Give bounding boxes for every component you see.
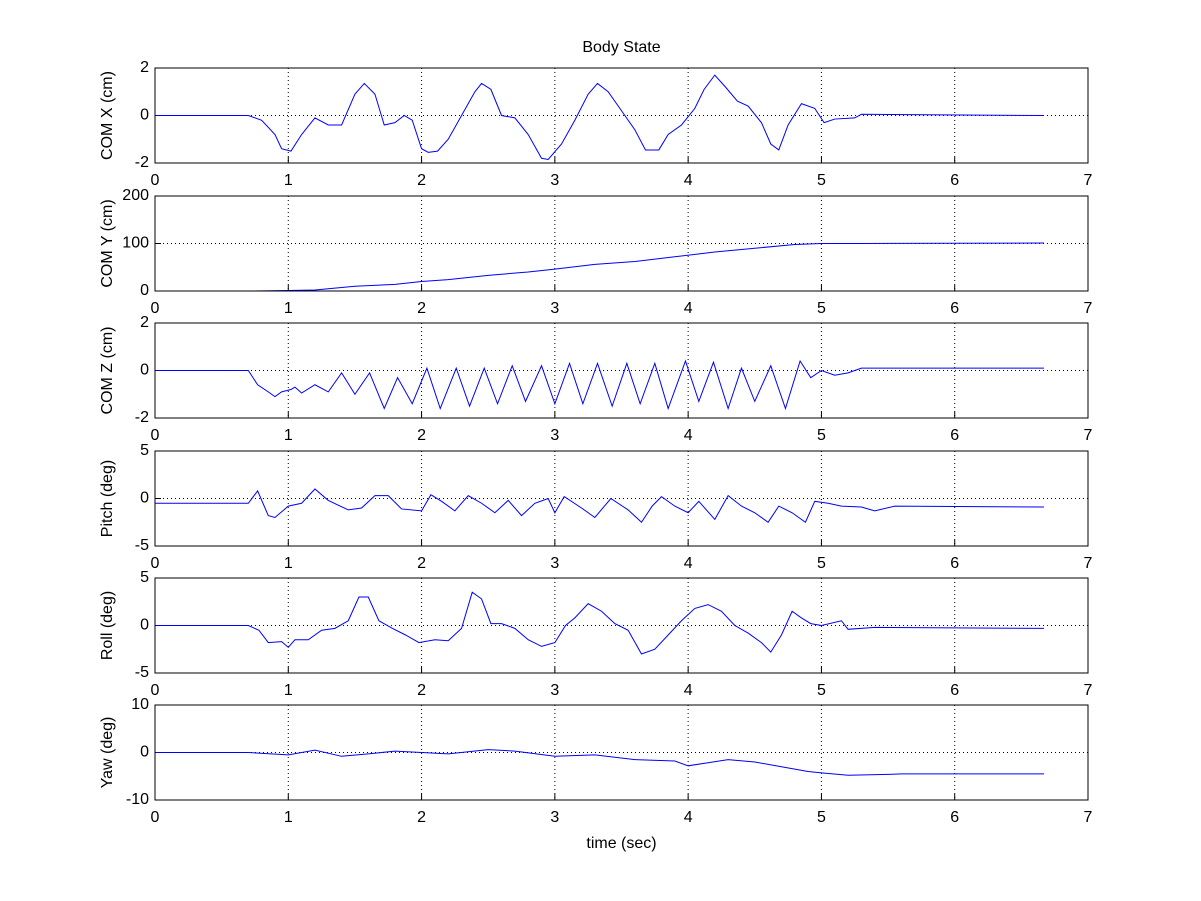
x-tick-label: 6 [950, 809, 959, 826]
x-tick-label: 2 [417, 427, 426, 444]
x-tick-label: 2 [417, 809, 426, 826]
x-tick-label: 3 [550, 682, 559, 699]
y-tick-label: 0 [140, 617, 149, 634]
axes-border [154, 322, 1089, 419]
y-tick-label: 5 [140, 569, 149, 586]
x-tick-label: 4 [684, 427, 693, 444]
x-tick-label: 6 [950, 427, 959, 444]
x-tick-label: 4 [684, 300, 693, 317]
axes-border [154, 195, 1089, 292]
y-axis-label: Pitch (deg) [99, 460, 116, 537]
x-tick-label: 2 [417, 300, 426, 317]
x-tick-label: 1 [284, 427, 293, 444]
x-tick-label: 0 [151, 809, 160, 826]
x-tick-label: 0 [151, 300, 160, 317]
data-line [155, 488, 1045, 524]
x-tick-label: 4 [684, 555, 693, 572]
y-axis-label: Roll (deg) [99, 591, 116, 660]
y-tick-label: 10 [131, 696, 149, 713]
axes-frame [154, 67, 1089, 164]
x-tick-label: 1 [284, 300, 293, 317]
x-tick-label: 7 [1084, 172, 1093, 189]
y-tick-label: 0 [140, 362, 149, 379]
x-tick-label: 7 [1084, 300, 1093, 317]
x-tick-label: 1 [284, 172, 293, 189]
y-tick-label: 2 [140, 59, 149, 76]
x-tick-label: 7 [1084, 809, 1093, 826]
x-axis-label: time (sec) [586, 835, 656, 852]
axes-border [154, 450, 1089, 547]
y-axis-label: COM X (cm) [99, 71, 116, 160]
y-tick-label: 0 [140, 490, 149, 507]
x-tick-label: 7 [1084, 555, 1093, 572]
y-tick-label: 100 [122, 235, 149, 252]
y-tick-label: 2 [140, 314, 149, 331]
x-tick-label: 1 [284, 809, 293, 826]
data-line [155, 359, 1045, 411]
data-line [155, 749, 1045, 776]
x-tick-label: 7 [1084, 427, 1093, 444]
x-tick-label: 7 [1084, 682, 1093, 699]
y-tick-label: -2 [135, 409, 149, 426]
x-tick-label: 5 [817, 427, 826, 444]
chart-title: Body State [582, 39, 660, 56]
x-tick-label: 5 [817, 682, 826, 699]
x-tick-label: 3 [550, 172, 559, 189]
y-tick-label: 0 [140, 282, 149, 299]
x-tick-label: 4 [684, 682, 693, 699]
x-tick-label: 5 [817, 300, 826, 317]
data-line [155, 591, 1045, 655]
x-tick-label: 6 [950, 682, 959, 699]
x-tick-label: 0 [151, 555, 160, 572]
x-tick-label: 1 [284, 555, 293, 572]
y-tick-label: 0 [140, 107, 149, 124]
x-tick-label: 3 [550, 809, 559, 826]
x-tick-label: 6 [950, 300, 959, 317]
x-tick-label: 1 [284, 682, 293, 699]
x-tick-label: 6 [950, 172, 959, 189]
x-tick-label: 4 [684, 809, 693, 826]
x-tick-label: 2 [417, 682, 426, 699]
axes-border [154, 577, 1089, 674]
y-tick-label: -5 [135, 537, 149, 554]
y-tick-label: -5 [135, 664, 149, 681]
y-tick-label: 5 [140, 442, 149, 459]
x-tick-label: 3 [550, 555, 559, 572]
x-tick-label: 3 [550, 300, 559, 317]
x-tick-label: 5 [817, 809, 826, 826]
x-tick-label: 2 [417, 172, 426, 189]
axes-frame [154, 577, 1089, 674]
data-line [250, 242, 1045, 292]
y-axis-label: COM Y (cm) [99, 199, 116, 287]
x-tick-label: 6 [950, 555, 959, 572]
axes-border [154, 67, 1089, 164]
y-tick-label: -10 [126, 791, 149, 808]
axes-frame [154, 450, 1089, 547]
y-axis-label: COM Z (cm) [99, 327, 116, 415]
x-tick-label: 4 [684, 172, 693, 189]
data-line [155, 74, 1045, 160]
axes-border [154, 704, 1089, 801]
y-tick-label: 200 [122, 187, 149, 204]
x-tick-label: 0 [151, 682, 160, 699]
x-tick-label: 5 [817, 172, 826, 189]
axes-frame [154, 322, 1089, 419]
x-tick-label: 0 [151, 172, 160, 189]
x-tick-label: 3 [550, 427, 559, 444]
y-tick-label: 0 [140, 744, 149, 761]
y-axis-label: Yaw (deg) [99, 717, 116, 789]
x-tick-label: 5 [817, 555, 826, 572]
y-tick-label: -2 [135, 154, 149, 171]
subplot: 0 1 2 3 4 5 6 7 0 100 200 COM Y (cm) [99, 187, 1092, 317]
x-tick-label: 2 [417, 555, 426, 572]
axes-frame [154, 704, 1089, 801]
x-tick-label: 0 [151, 427, 160, 444]
